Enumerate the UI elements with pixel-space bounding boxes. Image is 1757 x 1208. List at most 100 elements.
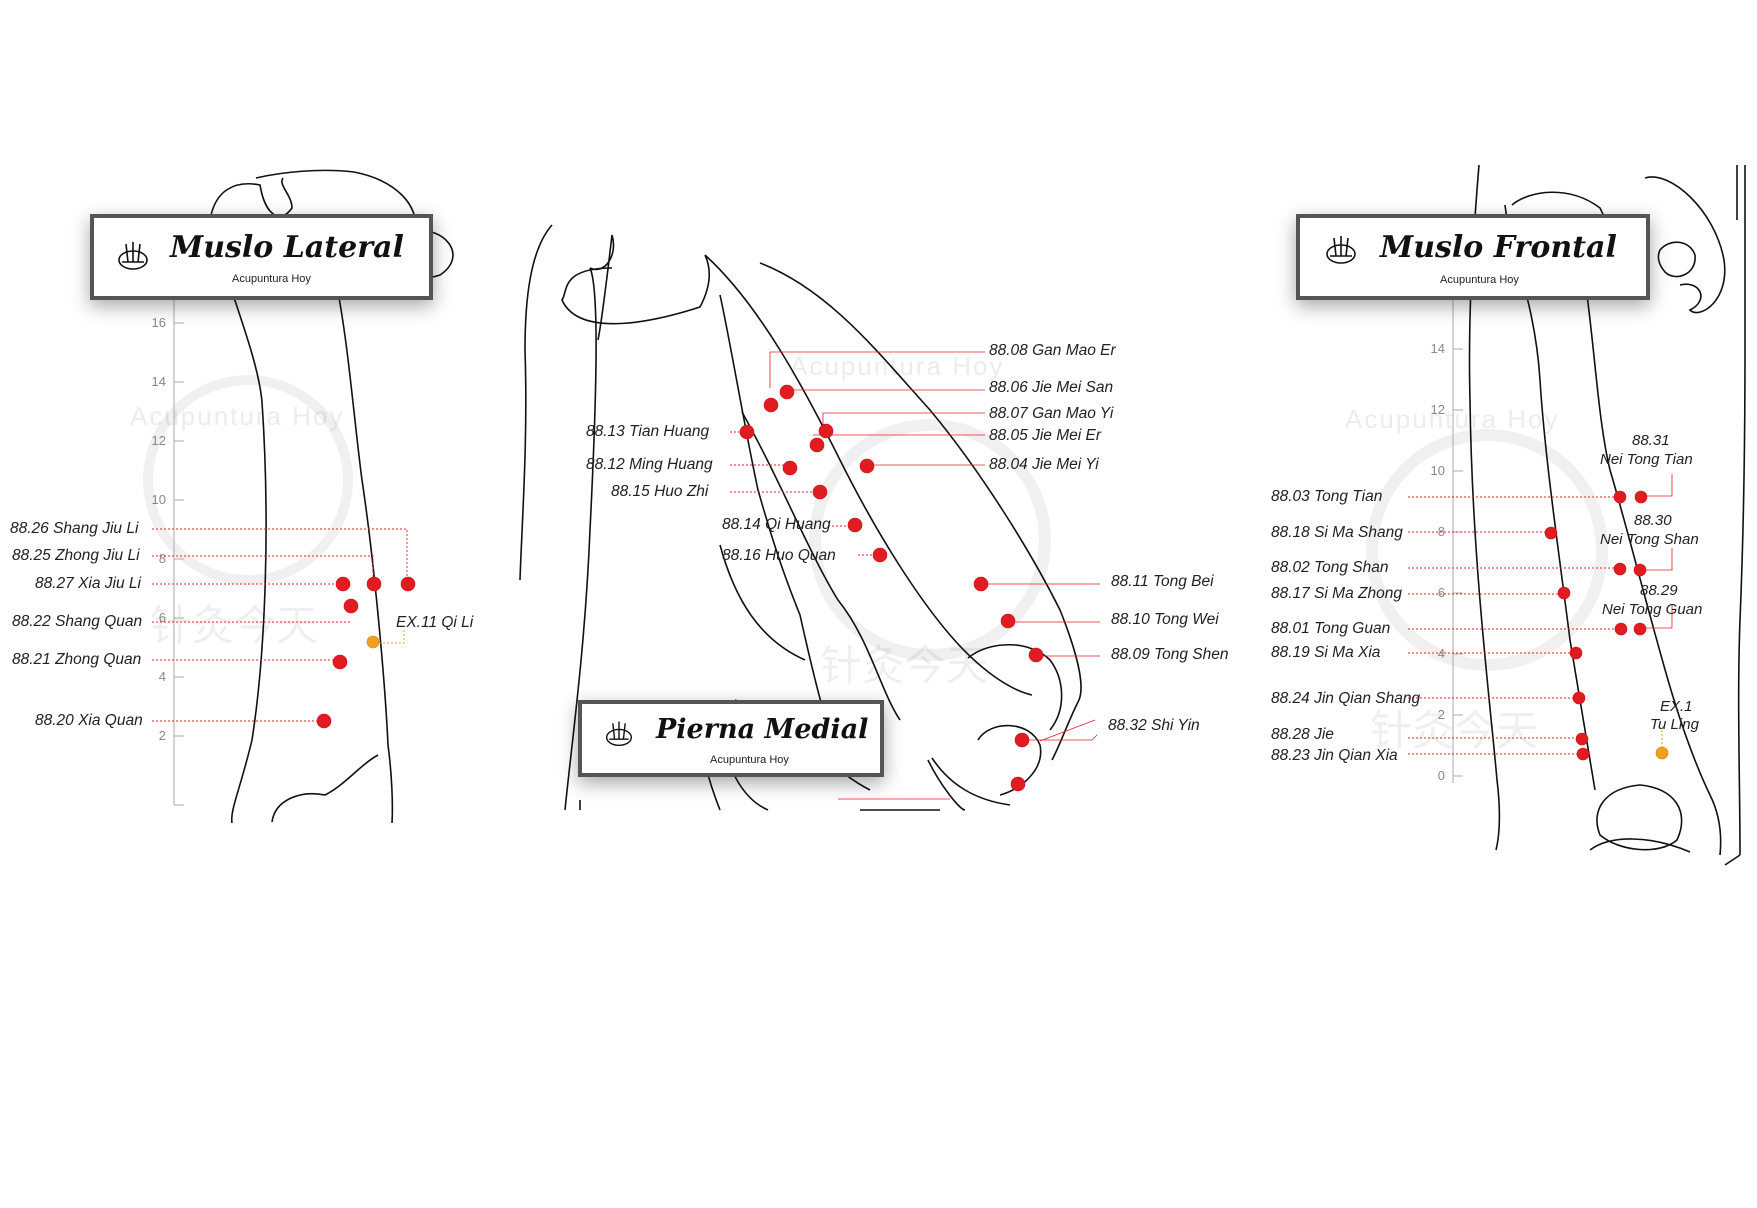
title-medial: Pierna Medial — [656, 714, 869, 745]
acupoint-88-21 — [332, 654, 348, 670]
acupoint-88-10 — [1000, 613, 1016, 629]
subtitle-frontal: Acupuntura Hoy — [1440, 274, 1519, 286]
acupoint-88-12 — [782, 460, 798, 476]
acupoint-88-26 — [400, 576, 416, 592]
acupoint-88-17 — [1557, 586, 1571, 600]
acupoint-88-19 — [1569, 646, 1583, 660]
label-88-23: 88.23 Jin Qian Xia — [1271, 747, 1398, 764]
label-88-12: 88.12 Ming Huang — [586, 456, 713, 473]
label-88-25: 88.25 Zhong Jiu Li — [12, 547, 140, 564]
acupoint-88-03 — [1613, 490, 1627, 504]
ruler-lateral-tick-label: 2 — [159, 728, 166, 743]
label-88-02: 88.02 Tong Shan — [1271, 559, 1389, 576]
acupoint-88-32 — [1014, 732, 1030, 748]
ruler-frontal-tick-label: 6 — [1438, 585, 1445, 600]
panel-frontal: Acupuntura Hoy 针灸今天 181614121086420 — [1271, 164, 1746, 866]
labels-frontal: 88.03 Tong Tian 88.18 Si Ma Shang 88.02 … — [1271, 432, 1702, 764]
ruler-frontal: 181614121086420 — [1431, 215, 1463, 783]
title-card-medial: Pierna Medial Acupuntura Hoy — [578, 700, 884, 777]
watermark-lateral: Acupuntura Hoy 针灸今天 — [130, 375, 353, 650]
label-88-19: 88.19 Si Ma Xia — [1271, 644, 1381, 661]
label-88-31-code: 88.31 — [1632, 432, 1670, 449]
acupoint-88-14 — [847, 517, 863, 533]
label-88-04: 88.04 Jie Mei Yi — [989, 456, 1099, 473]
acupoint-88-31 — [1634, 490, 1648, 504]
title-card-lateral: Muslo Lateral Acupuntura Hoy — [90, 214, 433, 300]
label-88-08: 88.08 Gan Mao Er — [989, 342, 1116, 359]
ruler-frontal-tick-label: 4 — [1438, 646, 1445, 661]
ruler-frontal-tick-label: 2 — [1438, 707, 1445, 722]
needle-logo-icon — [1326, 236, 1356, 264]
label-88-05: 88.05 Jie Mei Er — [989, 427, 1102, 444]
title-frontal: Muslo Frontal — [1380, 230, 1617, 265]
subtitle-lateral: Acupuntura Hoy — [232, 273, 311, 285]
label-88-30-code: 88.30 — [1634, 512, 1672, 529]
label-88-18: 88.18 Si Ma Shang — [1271, 524, 1403, 541]
label-88-13: 88.13 Tian Huang — [586, 423, 709, 440]
guides-frontal — [1408, 474, 1673, 755]
guides-medial — [730, 351, 1100, 800]
ruler-frontal-tick-label: 10 — [1431, 463, 1445, 478]
ruler-lateral-tick-label: 6 — [159, 610, 166, 625]
label-88-10: 88.10 Tong Wei — [1111, 611, 1219, 628]
points-lateral — [316, 576, 416, 729]
watermark-medial: Acupuntura Hoy 针灸今天 — [790, 351, 1051, 690]
acupoint-88-15 — [812, 484, 828, 500]
watermark-frontal: Acupuntura Hoy 针灸今天 — [1345, 404, 1608, 755]
svg-text:针灸今天: 针灸今天 — [820, 641, 988, 690]
acupoint-88-01 — [1614, 622, 1628, 636]
acupoint-88-29 — [1633, 622, 1647, 636]
acupoint-88-25 — [366, 576, 382, 592]
acupoint-88-09 — [1028, 647, 1044, 663]
acupoint-88-04 — [859, 458, 875, 474]
acupoint-88-23 — [1576, 747, 1590, 761]
acupoint-88-08 — [763, 397, 779, 413]
label-88-06: 88.06 Jie Mei San — [989, 379, 1113, 396]
label-88-28: 88.28 Jie — [1271, 726, 1334, 743]
acupoint-88-13 — [739, 424, 755, 440]
acupoint-ex-1 — [1655, 746, 1669, 760]
label-88-20: 88.20 Xia Quan — [35, 712, 143, 729]
label-88-31-name: Nei Tong Tian — [1600, 451, 1693, 468]
panel-lateral: Acupuntura Hoy 针灸今天 16 14 12 10 8 6 4 2 — [10, 169, 553, 824]
label-88-14: 88.14 Qi Huang — [722, 516, 831, 533]
acupoint-88-20 — [316, 713, 332, 729]
needle-logo-icon — [118, 242, 148, 270]
acupoint-ex-11 — [366, 635, 380, 649]
label-ex-11: EX.11 Qi Li — [396, 614, 474, 631]
label-88-09: 88.09 Tong Shen — [1111, 646, 1229, 663]
labels-lateral: 88.26 Shang Jiu Li 88.25 Zhong Jiu Li 88… — [10, 520, 474, 729]
label-88-24: 88.24 Jin Qian Shang — [1271, 690, 1420, 707]
acupoint-88-24 — [1572, 691, 1586, 705]
svg-text:针灸今天: 针灸今天 — [150, 601, 318, 650]
ruler-frontal-tick-label: 0 — [1438, 768, 1445, 783]
acupoint-88-30 — [1633, 563, 1647, 577]
ruler-lateral-tick-label: 16 — [152, 315, 166, 330]
acupoint-medial-lower — [1010, 776, 1026, 792]
svg-text:Acupuntura Hoy: Acupuntura Hoy — [130, 401, 344, 431]
ruler-frontal-tick-label: 8 — [1438, 524, 1445, 539]
label-88-21: 88.21 Zhong Quan — [12, 651, 141, 668]
acupoint-88-28 — [1575, 732, 1589, 746]
acupoint-88-11 — [973, 576, 989, 592]
label-88-29-code: 88.29 — [1640, 582, 1678, 599]
svg-text:针灸今天: 针灸今天 — [1370, 706, 1538, 755]
label-88-03: 88.03 Tong Tian — [1271, 488, 1382, 505]
ruler-lateral: 16 14 12 10 8 6 4 2 — [152, 228, 184, 806]
acupoint-88-06 — [779, 384, 795, 400]
acupoint-88-22 — [343, 598, 359, 614]
acupoint-88-27 — [335, 576, 351, 592]
ruler-lateral-tick-label: 14 — [152, 374, 166, 389]
acupoint-88-18 — [1544, 526, 1558, 540]
label-88-15: 88.15 Huo Zhi — [611, 483, 709, 500]
label-88-07: 88.07 Gan Mao Yi — [989, 405, 1114, 422]
label-88-26: 88.26 Shang Jiu Li — [10, 520, 139, 537]
acupoint-88-05 — [809, 437, 825, 453]
label-88-29-name: Nei Tong Guan — [1602, 601, 1702, 618]
ruler-frontal-tick-label: 14 — [1431, 341, 1445, 356]
label-ex-1-code: EX.1 — [1660, 698, 1693, 715]
svg-text:Acupuntura Hoy: Acupuntura Hoy — [1345, 404, 1559, 434]
acupoint-88-16 — [872, 547, 888, 563]
acupoint-88-02 — [1613, 562, 1627, 576]
